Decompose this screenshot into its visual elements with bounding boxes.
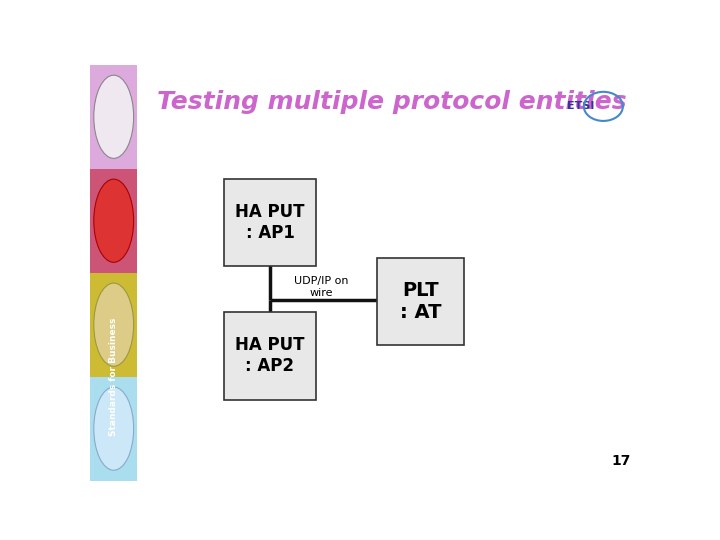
FancyBboxPatch shape (224, 312, 316, 400)
Text: HA PUT
: AP1: HA PUT : AP1 (235, 204, 305, 242)
Bar (90, 65, 138, 168)
Ellipse shape (94, 179, 134, 262)
FancyBboxPatch shape (377, 258, 464, 346)
Bar (90, 168, 138, 273)
Ellipse shape (94, 75, 134, 158)
Text: Standards for Business: Standards for Business (109, 318, 118, 436)
Text: 17: 17 (612, 454, 631, 468)
Ellipse shape (94, 283, 134, 366)
Text: Testing multiple protocol entities: Testing multiple protocol entities (156, 90, 626, 114)
Ellipse shape (94, 387, 134, 470)
Text: PLT
: AT: PLT : AT (400, 281, 441, 322)
FancyBboxPatch shape (224, 179, 316, 266)
Text: HA PUT
: AP2: HA PUT : AP2 (235, 336, 305, 375)
Bar (90, 273, 138, 481)
Bar (90, 273, 138, 377)
Text: ETSI: ETSI (567, 102, 595, 111)
Bar (90, 377, 138, 481)
Text: UDP/IP on
wire: UDP/IP on wire (294, 276, 348, 298)
